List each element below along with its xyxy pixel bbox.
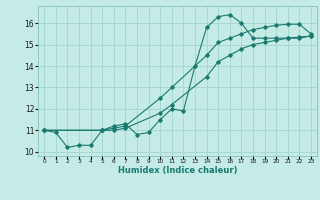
X-axis label: Humidex (Indice chaleur): Humidex (Indice chaleur) xyxy=(118,166,237,175)
